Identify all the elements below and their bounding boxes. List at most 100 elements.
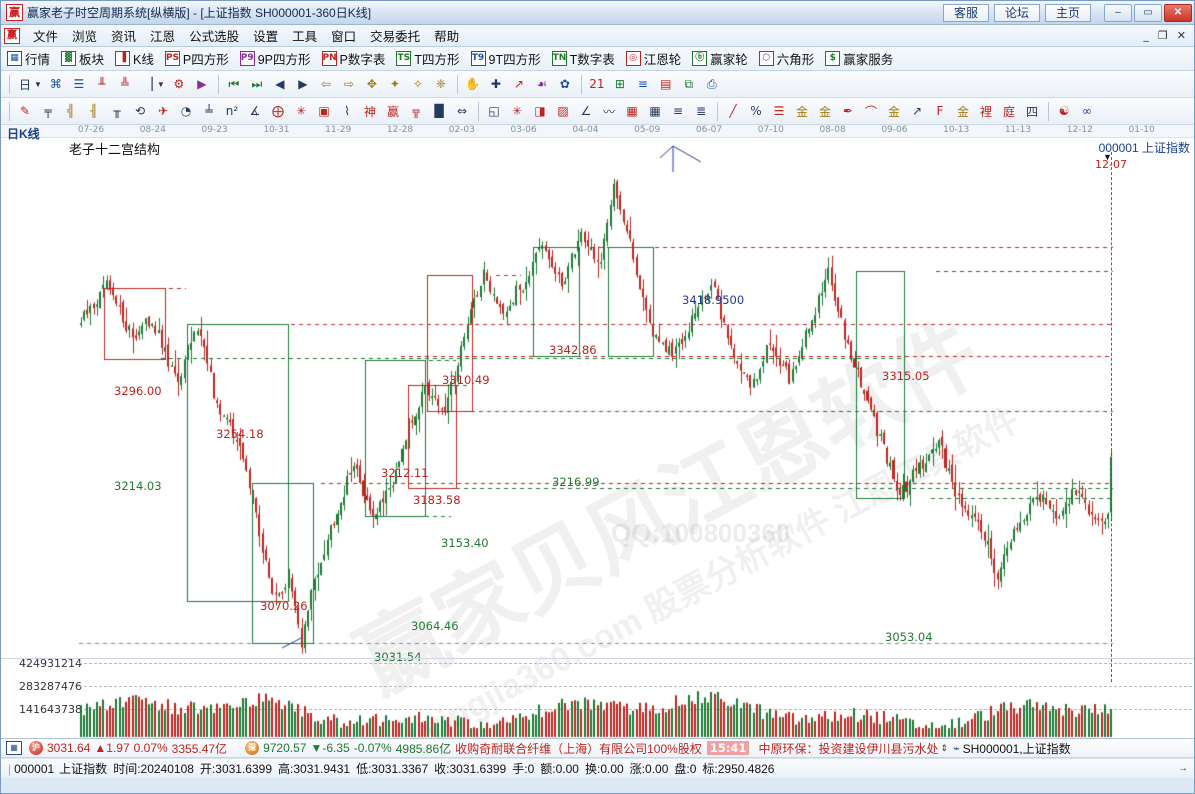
report-button[interactable]: ☰ (73, 77, 85, 91)
menu-trade[interactable]: 交易委托 (370, 30, 421, 44)
fan-red-button[interactable]: ✳ (511, 104, 523, 118)
f-line2-button[interactable]: F (936, 104, 944, 118)
tree-tool-button[interactable]: ☙ (536, 77, 548, 91)
ticker-spinner-icon[interactable]: ⇕ (940, 742, 948, 753)
print-button[interactable]: ⎙ (707, 76, 717, 91)
menu-settings[interactable]: 设置 (253, 30, 279, 44)
ticker-grid-icon[interactable]: ▦ (6, 741, 22, 755)
hand-tool-button[interactable]: ✋ (465, 77, 481, 91)
nav-item-tn-table[interactable]: TN T数字表 (551, 49, 615, 68)
slope-button[interactable]: ∠ (580, 104, 592, 118)
period-day-button[interactable]: 日 (18, 77, 31, 92)
shift-right-button[interactable]: ⇨ (343, 77, 354, 91)
calendar-button[interactable]: 21 (589, 77, 605, 91)
menu-tools[interactable]: 工具 (292, 30, 318, 44)
percent-button[interactable]: % (750, 104, 762, 118)
gold-bar-button[interactable]: 金 (818, 104, 831, 119)
nav-item-winner-wheel[interactable]: ⓑ 赢家轮 (692, 49, 748, 68)
homepage-button[interactable]: 主页 (1045, 3, 1091, 22)
wave-button[interactable]: ⌇ (344, 104, 350, 118)
status-scroll-right-icon[interactable]: → (1178, 763, 1188, 774)
market-ticker-bar[interactable]: ▦ 沪 3031.64 ▲ 1.97 0.07% 3355.47亿 深 9720… (1, 739, 1194, 758)
tang-button[interactable]: ╦ (412, 104, 420, 118)
grid-tool-button[interactable]: ╤ (44, 104, 52, 118)
spiral-button[interactable]: ⟲ (134, 104, 146, 118)
shade-box-button[interactable]: ▨ (557, 104, 569, 118)
news-headline-2[interactable]: 中原环保：投资建设伊川县污水处 (758, 741, 939, 756)
forum-button[interactable]: 论坛 (994, 3, 1040, 22)
f-line-button[interactable]: ╥ (113, 104, 121, 118)
parallel-button[interactable]: ≡ (672, 104, 684, 118)
rocket-button[interactable]: ✈ (157, 104, 169, 118)
nav-item-pn-table[interactable]: PN P数字表 (321, 49, 385, 68)
volume-canvas[interactable] (1, 659, 1194, 738)
menu-formula-picker[interactable]: 公式选股 (189, 30, 240, 44)
peak-tool-button[interactable]: ↗ (513, 77, 524, 91)
grid-red-button[interactable]: ▦ (626, 104, 638, 118)
grid-dark-button[interactable]: ▦ (649, 104, 661, 118)
save-button[interactable]: ▤ (660, 77, 672, 91)
zoom-out-button[interactable]: ❈ (435, 77, 446, 91)
zigzag-button[interactable]: 〰 (602, 104, 615, 119)
up-line-button[interactable]: ↗ (911, 104, 923, 118)
single-candle-button[interactable]: ▕ (143, 77, 153, 91)
minimize-button[interactable]: – (1104, 3, 1132, 22)
flag-button[interactable]: ▶ (197, 77, 207, 91)
kline9-button[interactable]: ╩ (121, 77, 129, 91)
maximize-button[interactable]: ▭ (1134, 3, 1162, 22)
volume-panel[interactable]: 424931214 283287476 141643738 (1, 657, 1194, 738)
mdi-restore-button[interactable]: ❐ (1157, 28, 1168, 42)
crosshair-button[interactable]: ✚ (490, 77, 501, 91)
candlestick-canvas[interactable] (1, 138, 1194, 738)
comb-button[interactable]: ╧ (205, 104, 213, 118)
taiji-button[interactable]: ☯ (1058, 104, 1070, 118)
n2-button[interactable]: n² (225, 104, 239, 118)
box-diag-button[interactable]: ◨ (534, 104, 546, 118)
nav-item-grid[interactable]: ▦ 行情 (7, 49, 50, 68)
nav-item-t9-square[interactable]: T9 9T四方形 (470, 49, 541, 68)
chevron-down-icon[interactable]: ▼ (34, 79, 42, 89)
menu-file[interactable]: 文件 (33, 30, 59, 44)
pen-tool-button[interactable]: ✎ (19, 104, 31, 118)
nav-item-p9-square[interactable]: P9 9P四方形 (239, 49, 311, 68)
menu-help[interactable]: 帮助 (434, 30, 460, 44)
nav-item-gann-wheel[interactable]: ◎ 江恩轮 (625, 49, 681, 68)
menu-browse[interactable]: 浏览 (72, 30, 98, 44)
ladder-button[interactable]: ≣ (695, 104, 707, 118)
rect-tool-button[interactable]: ◱ (488, 104, 500, 118)
frame-button[interactable]: ▣ (318, 104, 330, 118)
calculator-button[interactable]: ⊞ (614, 77, 625, 91)
nav-item-service[interactable]: $ 赢家服务 (825, 49, 893, 68)
percent-split-button[interactable]: ☰ (773, 104, 785, 118)
chart-area[interactable]: 日K线 07-26 08-24 09-23 10-31 11-29 12-28 02-03 0… (1, 125, 1194, 739)
kline3-button[interactable]: ╨ (98, 77, 106, 91)
gold-line-1-button[interactable]: ╣ (67, 104, 75, 118)
mdi-minimize-button[interactable]: _ (1143, 28, 1149, 42)
target-button[interactable]: ⨁ (272, 104, 284, 118)
gold-line-2-button[interactable]: ╢ (90, 104, 98, 118)
news-headline-1[interactable]: 收购奇耐联合纤维（上海）有限公司100%股权 (455, 741, 702, 756)
contract-button[interactable]: ✦ (389, 77, 400, 91)
settings-gear-button[interactable]: ⚙ (173, 77, 185, 91)
mdi-close-button[interactable]: ✕ (1176, 28, 1186, 42)
last-page-button[interactable]: ⏭ (251, 76, 263, 91)
gold-text-button[interactable]: 金 (887, 104, 900, 119)
chevron-down-icon[interactable]: ▼ (156, 79, 165, 89)
price-plot[interactable]: 赢家贝风江恩软件 www.yingjia360.com 股票分析软件 江恩工具软… (1, 138, 1194, 738)
prev-button[interactable]: ◀ (275, 77, 285, 91)
gold-circle-button[interactable]: 金 (795, 104, 808, 119)
note-button[interactable]: ≡ (637, 77, 648, 91)
nav-item-blocks[interactable]: ▓ 板块 (61, 49, 104, 68)
nav-item-ts-square[interactable]: TS T四方形 (396, 49, 460, 68)
nav-item-hexagon[interactable]: ⬡ 六角形 (758, 49, 814, 68)
shift-left-button[interactable]: ⇦ (320, 77, 331, 91)
pen-gold-button[interactable]: ✒ (842, 104, 854, 118)
nav-item-candle[interactable]: ▐ K线 (115, 49, 154, 68)
nav-item-ps-square[interactable]: PS P四方形 (164, 49, 229, 68)
copy-button[interactable]: ⧉ (684, 76, 694, 91)
angle-button[interactable]: ∡ (249, 104, 261, 118)
customer-service-button[interactable]: 客服 (943, 3, 989, 22)
close-button[interactable]: ✕ (1164, 3, 1192, 22)
gold-line3-button[interactable]: 金 (956, 104, 969, 119)
zoom-in-button[interactable]: ✧ (412, 77, 423, 91)
